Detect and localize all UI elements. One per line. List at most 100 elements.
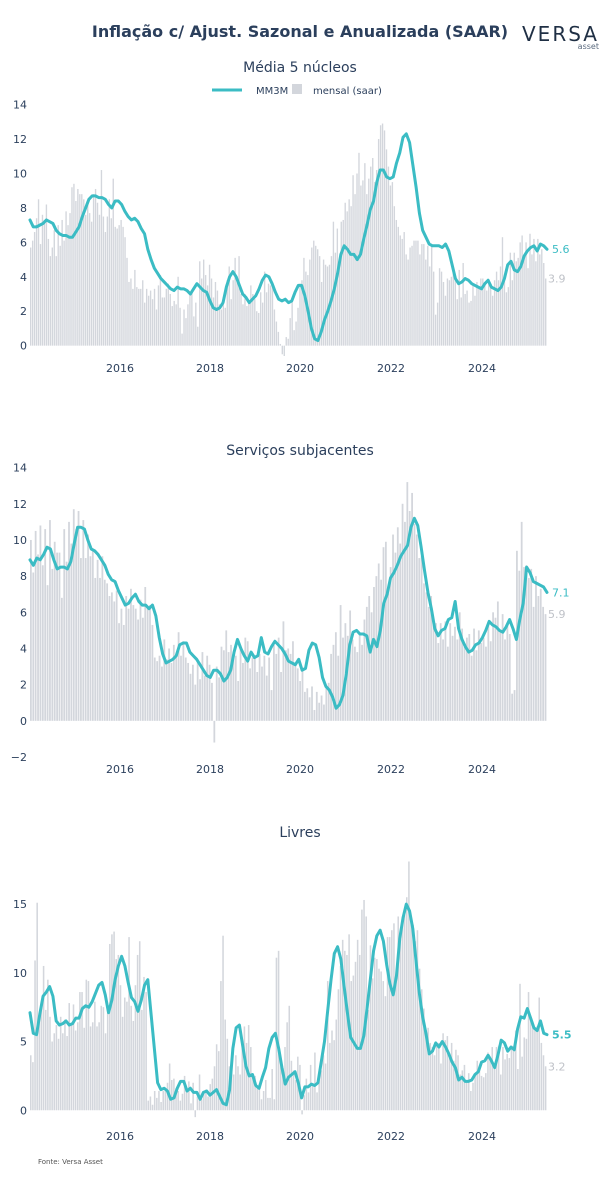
monthly-bar [342,219,344,346]
x-tick-label: 2016 [106,362,134,375]
monthly-bar [181,1093,184,1111]
monthly-bar [542,1055,545,1111]
monthly-bar [49,256,52,346]
monthly-bar [163,297,166,346]
monthly-bar [404,521,406,721]
y-tick-label: 12 [13,133,27,146]
monthly-bar [72,1004,75,1111]
monthly-bar [509,252,512,346]
monthly-bar [538,997,540,1111]
monthly-bar [539,254,541,346]
monthly-bar [166,1082,169,1111]
monthly-bar [138,288,140,346]
monthly-bar [545,278,547,346]
monthly-bar [454,278,456,346]
monthly-bar [35,218,38,346]
monthly-bar [541,249,543,346]
monthly-bar [90,221,93,346]
monthly-bar [49,520,51,721]
monthly-bar [444,295,447,346]
monthly-bar [527,268,529,346]
monthly-bar [520,521,523,721]
monthly-bar [344,202,346,346]
monthly-bar [158,655,161,721]
monthly-bar [147,1100,150,1111]
monthly-bar [303,1095,305,1111]
monthly-bar [102,216,105,346]
monthly-bar [205,1089,207,1111]
monthly-bar [42,965,45,1111]
monthly-bar [401,916,404,1111]
monthly-bar [295,321,297,346]
monthly-bar [322,259,325,346]
monthly-bar [489,641,492,721]
monthly-bar [361,909,363,1111]
monthly-bar [332,221,335,346]
monthly-bar [260,1099,263,1111]
monthly-bar [416,930,419,1111]
monthly-bar [384,996,387,1111]
monthly-bar [207,1096,209,1111]
y-tick-label: 2 [20,305,27,318]
monthly-bar [244,637,247,721]
monthly-bar [171,306,173,346]
monthly-bar [365,606,368,721]
monthly-bar [138,941,141,1111]
monthly-bar [525,1038,528,1111]
monthly-bar [318,256,321,346]
monthly-bar [66,1036,68,1111]
monthly-bar [161,666,163,721]
monthly-bar [359,954,361,1111]
monthly-bar [537,238,539,346]
monthly-bar [224,1019,226,1111]
monthly-bar [451,635,454,721]
monthly-bar [373,586,375,721]
monthly-bar [395,981,397,1111]
monthly-bar [61,219,63,346]
monthly-bar [80,558,82,721]
monthly-bar [487,1052,489,1111]
monthly-bar [269,285,272,346]
monthly-bar [204,275,207,346]
monthly-bar [425,259,427,346]
monthly-bar [360,185,362,346]
monthly-bar [419,254,421,346]
monthly-bar [525,242,527,346]
monthly-bar [189,294,191,346]
monthly-bar [252,1077,254,1111]
monthly-bar [242,662,244,721]
monthly-bar [525,565,528,721]
monthly-bar [391,182,394,346]
monthly-bar [464,294,466,346]
monthly-bar [234,655,237,721]
monthly-bar [83,199,85,346]
monthly-bar [220,981,222,1111]
monthly-bar [246,306,248,346]
monthly-bar [346,635,349,721]
monthly-bar [344,950,346,1111]
monthly-bar [527,577,530,721]
monthly-bar [326,981,329,1111]
monthly-bar [254,299,256,346]
monthly-bar [537,596,540,721]
monthly-bar [427,245,429,346]
monthly-bar [124,237,126,346]
y-tick-label: 0 [20,1104,27,1117]
monthly-bar [144,302,146,346]
monthly-bar [153,288,156,346]
monthly-bar [521,1056,523,1111]
monthly-bar [394,552,397,721]
monthly-bar [209,1084,211,1111]
monthly-bar [439,623,442,721]
monthly-bar [194,1110,197,1118]
monthly-bar [514,1030,517,1111]
monthly-bar [513,252,515,346]
monthly-bar [346,211,348,346]
monthly-bar [74,1030,77,1111]
monthly-bar [122,624,125,721]
monthly-bar [399,930,402,1111]
monthly-bar [382,981,385,1111]
panel-title: Serviços subjacentes [226,443,374,459]
monthly-bar [202,259,205,346]
monthly-bar [106,1012,109,1111]
